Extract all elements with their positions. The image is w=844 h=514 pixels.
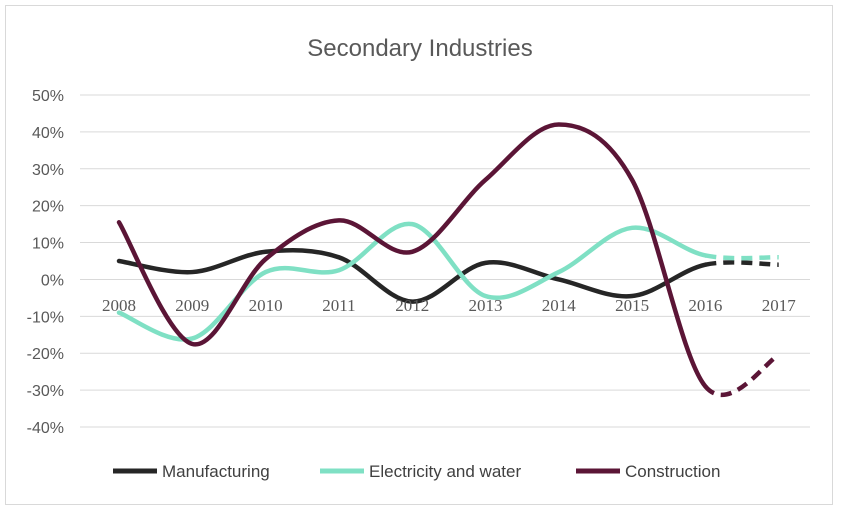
- x-tick-label: 2014: [542, 296, 577, 315]
- legend-label: Manufacturing: [162, 462, 270, 481]
- y-tick-label: 20%: [32, 199, 64, 216]
- series-line-forecast: [703, 353, 780, 398]
- x-tick-label: 2013: [469, 296, 503, 315]
- legend-label: Construction: [625, 462, 720, 481]
- legend: Manufacturing Electricity and water Constr…: [113, 462, 720, 481]
- legend-label: Electricity and water: [369, 462, 521, 481]
- y-tick-label: -40%: [27, 420, 64, 437]
- legend-item: Manufacturing: [113, 462, 270, 481]
- x-tick-label: 2012: [395, 296, 429, 315]
- y-axis-ticks: 50% 40% 30% 20% 10% 0% -10% -20% -30% -40%: [27, 88, 64, 437]
- y-tick-label: 30%: [32, 162, 64, 179]
- x-tick-label: 2010: [249, 296, 283, 315]
- series-construction: [116, 122, 780, 398]
- chart-title: Secondary Industries: [307, 35, 532, 62]
- y-tick-label: 0%: [41, 272, 64, 289]
- y-tick-label: -20%: [27, 346, 64, 363]
- gridlines: [80, 94, 810, 428]
- series-line-forecast: [704, 253, 779, 261]
- series-line-solid: [116, 221, 708, 342]
- x-axis-ticks: 2008 2009 2010 2011 2012 2013 2014 2015 2016 2017: [102, 296, 796, 315]
- y-tick-label: 40%: [32, 125, 64, 142]
- series-line-forecast: [704, 260, 779, 267]
- series-manufacturing: [116, 248, 779, 304]
- chart-frame: [5, 5, 833, 505]
- legend-item: Electricity and water: [320, 462, 521, 481]
- y-tick-label: 10%: [32, 236, 64, 253]
- series-line-solid: [116, 248, 708, 304]
- legend-item: Construction: [576, 462, 720, 481]
- x-tick-label: 2011: [322, 296, 355, 315]
- x-tick-label: 2016: [688, 296, 722, 315]
- x-tick-label: 2015: [615, 296, 649, 315]
- y-tick-label: -30%: [27, 383, 64, 400]
- x-tick-label: 2017: [762, 296, 797, 315]
- x-tick-label: 2008: [102, 296, 136, 315]
- y-tick-label: -10%: [27, 309, 64, 326]
- series-electricity-and-water: [116, 221, 779, 342]
- series-line-solid: [116, 122, 708, 389]
- x-tick-label: 2009: [175, 296, 209, 315]
- y-tick-label: 50%: [32, 88, 64, 105]
- series-lines: [116, 122, 780, 398]
